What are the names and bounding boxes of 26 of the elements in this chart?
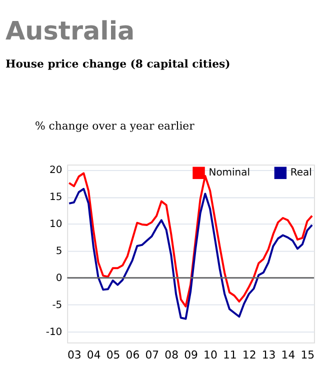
x-tick-label: 07 xyxy=(145,348,160,362)
x-tick-label: 04 xyxy=(86,348,101,362)
chart-subtitle: House price change (8 capital cities) xyxy=(5,58,230,71)
x-tick-label: 12 xyxy=(242,348,256,362)
y-tick-label: 10 xyxy=(49,219,62,230)
x-tick-label: 11 xyxy=(222,348,237,362)
x-tick-label: 15 xyxy=(300,348,315,362)
x-tick-label: 10 xyxy=(204,348,218,362)
y-tick-label: 5 xyxy=(56,246,62,258)
y-tick-label: 20 xyxy=(49,165,62,176)
x-tick-label: 03 xyxy=(67,348,82,362)
x-tick-label: 06 xyxy=(126,348,140,362)
legend-label: Real xyxy=(290,168,312,179)
line-series xyxy=(68,188,314,320)
y-tick-label: 0 xyxy=(56,273,62,284)
x-tick-label: 05 xyxy=(106,348,120,362)
x-tick-label: 13 xyxy=(262,348,276,362)
y-tick-label: -5 xyxy=(52,300,62,311)
x-tick-label: 08 xyxy=(164,348,179,362)
chart-title: Australia xyxy=(5,15,135,46)
y-tick-label: 15 xyxy=(49,192,62,204)
x-tick-label: 09 xyxy=(184,348,198,362)
y-tick-label: -10 xyxy=(46,326,62,338)
x-tick-label: 14 xyxy=(281,348,296,362)
legend-label: Nominal xyxy=(208,168,250,179)
y-axis-title: % change over a year earlier xyxy=(34,120,196,133)
